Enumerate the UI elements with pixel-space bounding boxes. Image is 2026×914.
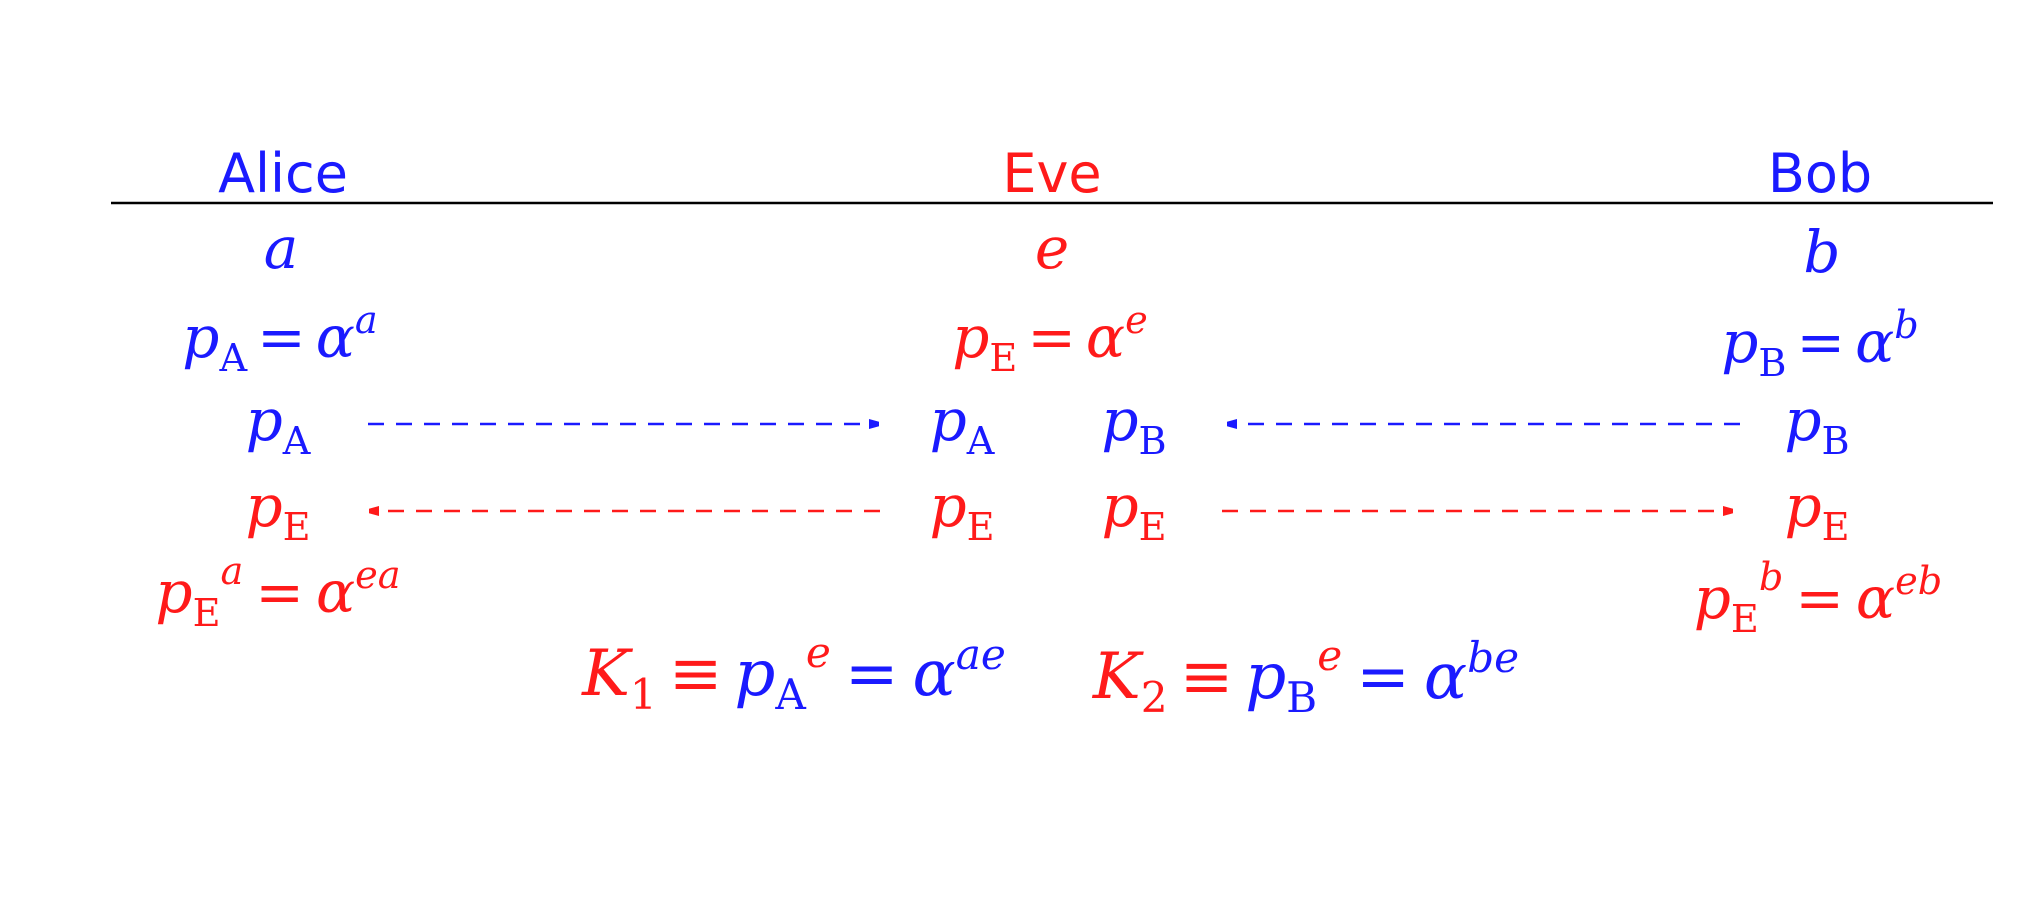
msg-bob-pB: pB (1784, 386, 1849, 464)
msg-eve-recv-pB: pB (1101, 386, 1166, 464)
secret-eve: e (1035, 214, 1069, 282)
public-eve: pE = αe (952, 298, 1148, 381)
secret-alice: a (264, 214, 299, 282)
derived-bob: pEb = αeb (1694, 555, 1943, 642)
key-k1: K1 ≡ pAe = αae (581, 628, 1006, 719)
msg-alice-recv-pE: pE (245, 472, 310, 550)
public-bob: pB = αb (1721, 303, 1919, 386)
msg-bob-recv-pE: pE (1784, 472, 1849, 550)
secret-bob: b (1803, 218, 1840, 286)
msg-alice-pA: pA (246, 386, 312, 464)
derived-alice: pEa = αea (155, 549, 400, 636)
party-bob: Bob (1768, 142, 1872, 205)
public-alice: pA = αa (182, 298, 377, 381)
party-eve: Eve (1002, 142, 1101, 205)
msg-eve-send-pE-right: pE (1101, 472, 1166, 550)
key-k2: K2 ≡ pBe = αbe (1092, 631, 1519, 722)
party-alice: Alice (218, 142, 348, 205)
msg-eve-recv-pA: pA (930, 386, 996, 464)
msg-eve-send-pE-left: pE (929, 472, 994, 550)
